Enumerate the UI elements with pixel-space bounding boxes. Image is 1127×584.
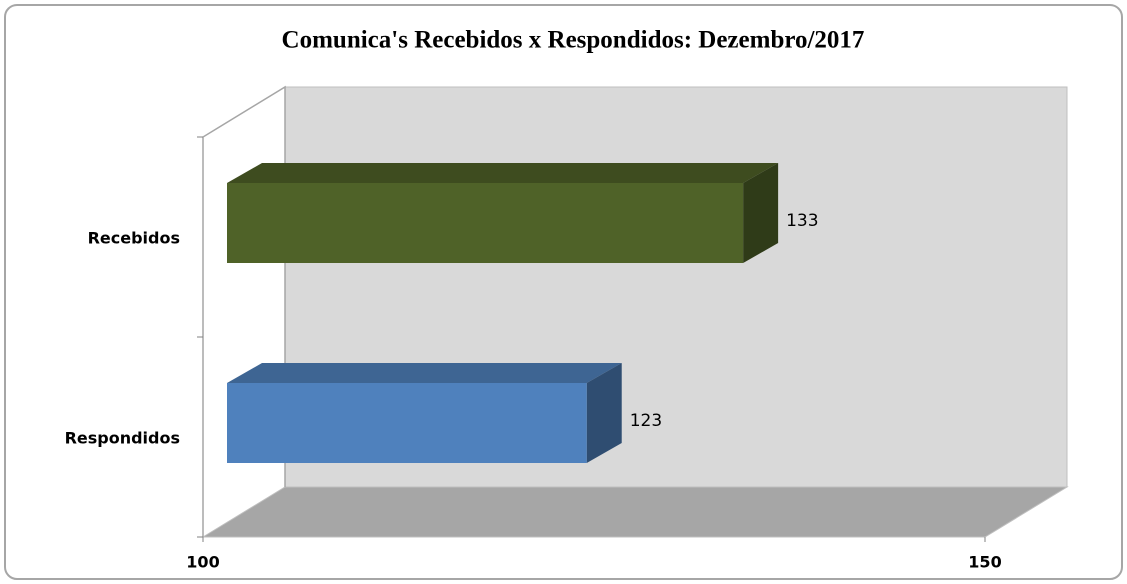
value-label: 133 xyxy=(786,211,818,231)
bar-side xyxy=(743,163,779,263)
bar xyxy=(227,183,744,263)
bar-top xyxy=(227,163,779,183)
bar-side xyxy=(586,363,622,463)
category-label: Respondidos xyxy=(65,429,180,448)
category-label: Recebidos xyxy=(88,229,180,248)
chart-title: Comunica's Recebidos x Respondidos: Deze… xyxy=(282,27,865,54)
x-tick-label: 150 xyxy=(968,553,1001,572)
x-tick-label: 100 xyxy=(186,553,219,572)
bar xyxy=(227,383,587,463)
floor xyxy=(201,486,1069,538)
bar-top xyxy=(227,363,622,383)
value-label: 123 xyxy=(630,411,662,431)
